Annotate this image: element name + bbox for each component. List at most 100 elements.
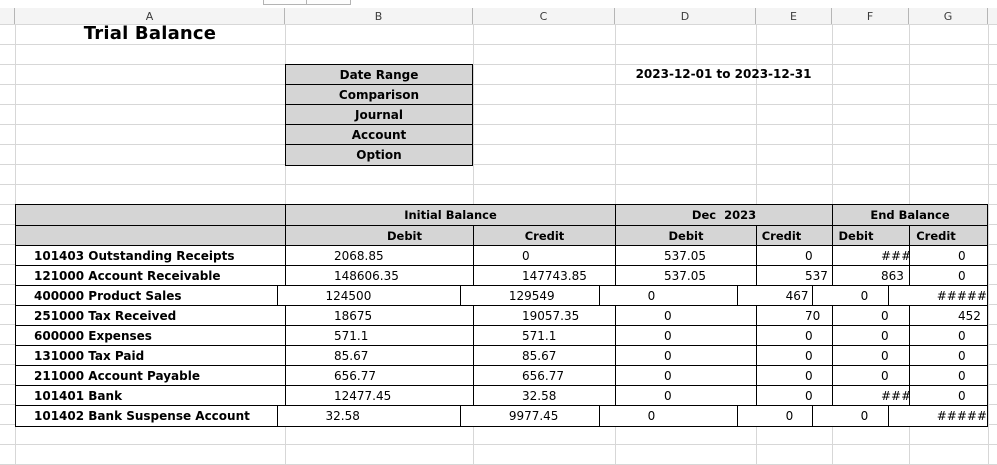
column-header-b[interactable]: B [285,8,473,24]
corner-box[interactable] [0,8,15,24]
value-cell[interactable]: 0 [833,366,910,385]
formulabar-remnant [306,0,351,5]
table-row: 251000 Tax Received 18675 19057.35 0 70 … [16,306,987,326]
value-cell[interactable]: 12477.45 [286,386,474,405]
value-cell[interactable]: 85.67 [474,346,616,365]
column-header-a[interactable]: A [15,8,285,24]
value-cell[interactable]: 0 [813,406,889,426]
account-cell[interactable]: 101403 Outstanding Receipts [16,246,286,265]
value-cell[interactable]: 656.77 [286,366,474,385]
value-cell[interactable]: 863 [833,266,910,285]
column-header-f[interactable]: F [832,8,909,24]
value-cell[interactable]: 0 [757,366,833,385]
value-cell[interactable]: 0 [757,346,833,365]
value-cell[interactable]: 0 [958,328,966,343]
value-cell[interactable]: 0 [833,346,910,365]
value-cell[interactable]: 0 [600,406,738,426]
value-cell[interactable]: 32.58 [278,406,461,426]
value-cell[interactable]: 19057.35 [474,306,616,325]
value-cell-overflow[interactable]: ##### [889,406,987,426]
value-cell[interactable]: 0 [757,326,833,345]
value-cell[interactable]: 18675 [286,306,474,325]
subheader-credit-end[interactable]: Credit [910,226,987,245]
subheader-credit-dec[interactable]: Credit [757,226,833,245]
account-cell[interactable]: 211000 Account Payable [16,366,286,385]
account-cell[interactable]: 101402 Bank Suspense Account [16,406,278,426]
filter-label-account[interactable]: Account [286,125,472,145]
value-cell[interactable]: 0 [474,246,616,265]
value-cell[interactable]: 85.67 [286,346,474,365]
group-header-initial-balance[interactable]: Initial Balance [286,205,616,225]
gridline-gh [988,24,989,465]
value-cell[interactable]: ##### [833,246,910,265]
value-cell[interactable]: 147743.85 [474,266,616,285]
value-cell[interactable]: 537 [757,266,833,285]
table-row: 101403 Outstanding Receipts 2068.85 0 53… [16,246,987,266]
value-cell[interactable]: 0 [958,368,966,383]
column-header-g[interactable]: G [909,8,988,24]
value-cell[interactable]: 571.1 [474,326,616,345]
value-cell-overflow[interactable]: ##### [889,286,987,305]
subheader-debit-end[interactable]: Debit [833,226,910,245]
value-cell[interactable]: 656.77 [474,366,616,385]
group-header-dec-2023[interactable]: Dec 2023 [616,205,833,225]
value-cell[interactable]: 0 [958,348,966,363]
value-cell[interactable]: 0 [833,306,910,325]
column-header-d[interactable]: D [615,8,756,24]
value-cell[interactable]: 537.05 [616,246,757,265]
report-title[interactable]: Trial Balance [83,22,217,44]
column-header-c[interactable]: C [473,8,615,24]
value-cell[interactable]: ##### [833,386,910,405]
value-cell[interactable]: 0 [616,326,757,345]
value-cell[interactable]: 0 [958,268,966,283]
value-cell[interactable]: 9977.45 [461,406,600,426]
filter-label-option[interactable]: Option [356,148,402,162]
table-row: 211000 Account Payable 656.77 656.77 0 0… [16,366,987,386]
subheader-credit-initial[interactable]: Credit [474,226,616,245]
group-header-end-balance[interactable]: End Balance [833,205,987,225]
account-cell[interactable]: 131000 Tax Paid [16,346,286,365]
filter-label-comparison[interactable]: Comparison [286,85,472,105]
date-range-value[interactable]: 2023-12-01 to 2023-12-31 [635,67,812,81]
filter-label-date-range[interactable]: Date Range [286,65,472,85]
value-cell[interactable]: 0 [833,326,910,345]
value-cell[interactable]: 0 [813,286,889,305]
group-header-blank[interactable] [16,205,286,225]
value-cell[interactable]: 32.58 [474,386,616,405]
subheader-row: Debit Credit Debit Credit Debit Credit [16,226,987,246]
account-cell[interactable]: 251000 Tax Received [16,306,286,325]
value-cell[interactable]: 0 [958,248,966,263]
subheader-blank[interactable] [16,226,286,245]
account-cell[interactable]: 600000 Expenses [16,326,286,345]
value-cell[interactable]: 148606.35 [286,266,474,285]
value-cell[interactable]: 0 [738,406,813,426]
filter-label-journal[interactable]: Journal [286,105,472,125]
namebox-remnant [263,0,307,5]
column-header-e[interactable]: E [756,8,832,24]
value-cell[interactable]: 452 [958,308,981,323]
value-cell[interactable]: 0 [757,386,833,405]
value-cell[interactable]: 124500 [278,286,461,305]
value-cell[interactable]: 537.05 [616,266,757,285]
value-cell[interactable]: 70 [757,306,833,325]
value-cell[interactable]: 571.1 [286,326,474,345]
value-cell[interactable]: 0 [616,386,757,405]
subheader-debit-dec[interactable]: Debit [616,226,757,245]
subheader-debit-initial[interactable]: Debit [286,226,474,245]
value-cell[interactable]: 0 [616,346,757,365]
column-header-h-sliver[interactable] [988,8,997,24]
value-cell[interactable]: 0 [958,388,966,403]
account-cell[interactable]: 101401 Bank [16,386,286,405]
value-cell[interactable]: 0 [600,286,738,305]
value-cell[interactable]: 0 [757,246,833,265]
table-row: 131000 Tax Paid 85.67 85.67 0 0 0 0 [16,346,987,366]
value-cell[interactable]: 0 [616,306,757,325]
value-cell[interactable]: 0 [616,366,757,385]
table-row: 400000 Product Sales 124500 129549 0 467… [16,286,987,306]
table-row: 101402 Bank Suspense Account 32.58 9977.… [16,406,987,426]
value-cell[interactable]: 467 [738,286,813,305]
value-cell[interactable]: 129549 [461,286,600,305]
value-cell[interactable]: 2068.85 [286,246,474,265]
account-cell[interactable]: 400000 Product Sales [16,286,278,305]
account-cell[interactable]: 121000 Account Receivable [16,266,286,285]
